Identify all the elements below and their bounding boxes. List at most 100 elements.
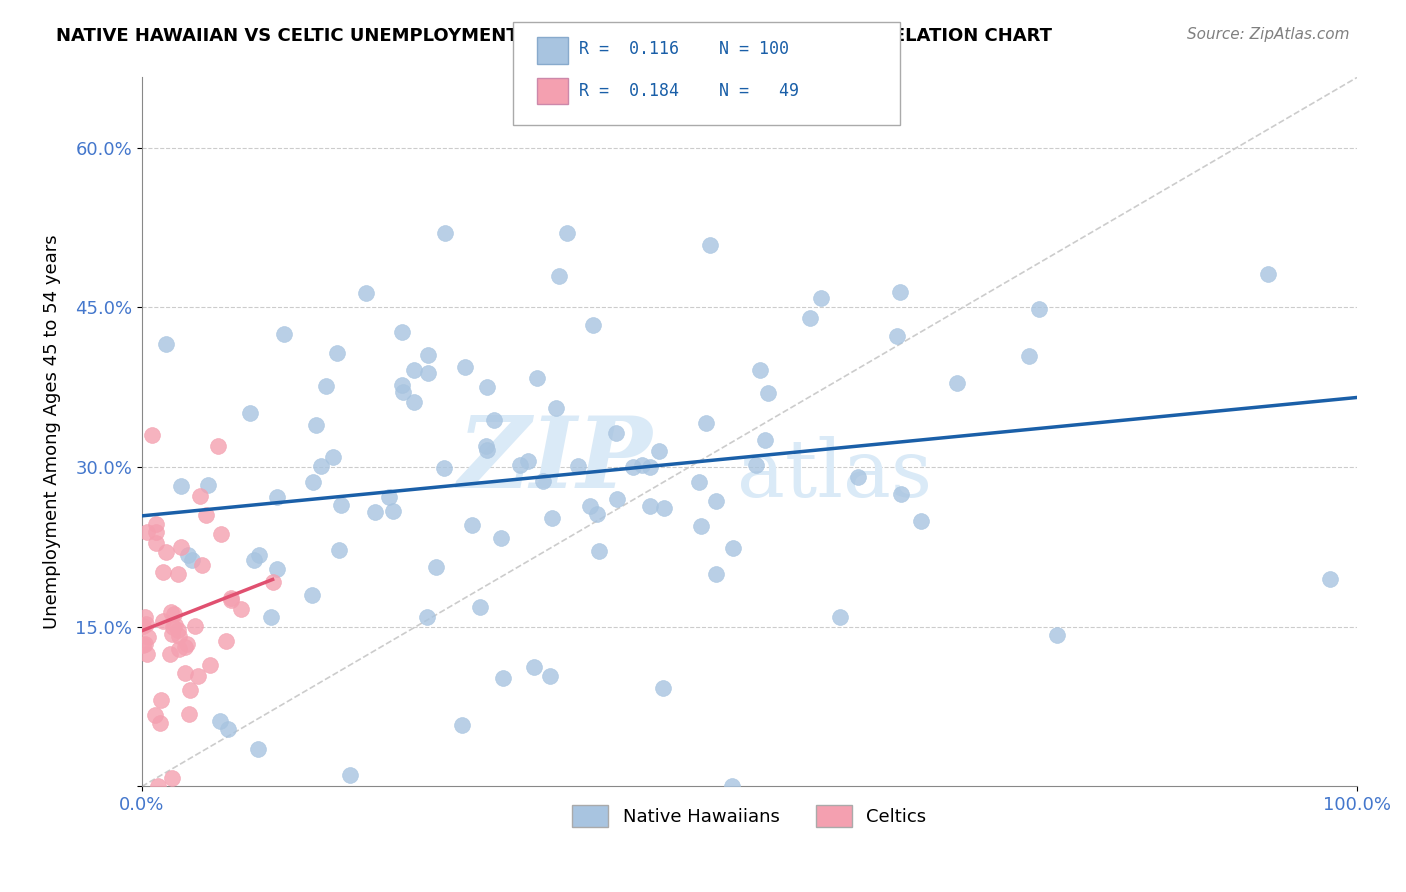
Point	[605, 492, 627, 507]
Point	[177, 548, 200, 562]
Point	[150, 693, 173, 707]
Point	[262, 575, 284, 590]
Point	[391, 378, 413, 392]
Point	[651, 681, 673, 695]
Point	[163, 618, 186, 632]
Point	[197, 478, 219, 492]
Point	[198, 658, 221, 673]
Point	[163, 607, 186, 622]
Point	[450, 717, 472, 731]
Point	[631, 458, 654, 472]
Point	[754, 433, 776, 447]
Point	[402, 395, 425, 409]
Text: atlas: atlas	[737, 435, 932, 514]
Point	[339, 767, 361, 781]
Point	[146, 780, 169, 794]
Point	[134, 636, 156, 650]
Text: NATIVE HAWAIIAN VS CELTIC UNEMPLOYMENT AMONG AGES 45 TO 54 YEARS CORRELATION CHA: NATIVE HAWAIIAN VS CELTIC UNEMPLOYMENT A…	[56, 27, 1052, 45]
Point	[910, 514, 932, 528]
Point	[174, 666, 197, 681]
Point	[890, 487, 912, 501]
Point	[886, 329, 908, 343]
Point	[1046, 628, 1069, 642]
Point	[548, 269, 571, 284]
Point	[491, 672, 513, 686]
Point	[354, 285, 377, 300]
Point	[176, 637, 198, 651]
Point	[482, 413, 505, 427]
Point	[758, 385, 780, 400]
Point	[555, 226, 578, 240]
Point	[145, 516, 167, 531]
Point	[207, 439, 229, 453]
Point	[187, 668, 209, 682]
Point	[648, 444, 671, 458]
Point	[567, 458, 589, 473]
Point	[325, 345, 347, 359]
Point	[377, 490, 399, 504]
Point	[695, 417, 717, 431]
Point	[1028, 301, 1050, 316]
Point	[304, 418, 326, 433]
Point	[211, 526, 233, 541]
Point	[810, 292, 832, 306]
Point	[889, 285, 911, 299]
Point	[1018, 350, 1040, 364]
Point	[588, 543, 610, 558]
Point	[162, 620, 184, 634]
Point	[180, 553, 202, 567]
Point	[404, 363, 426, 377]
Legend: Native Hawaiians, Celtics: Native Hawaiians, Celtics	[565, 797, 934, 834]
Point	[744, 458, 766, 473]
Point	[239, 406, 262, 420]
Point	[141, 428, 163, 442]
Text: ZIP: ZIP	[457, 412, 652, 508]
Point	[132, 619, 155, 633]
Point	[531, 474, 554, 488]
Point	[249, 548, 271, 562]
Point	[155, 337, 177, 351]
Point	[160, 627, 183, 641]
Point	[132, 638, 155, 652]
Point	[690, 519, 713, 533]
Point	[229, 602, 252, 616]
Point	[704, 566, 727, 581]
Point	[166, 624, 188, 638]
Point	[578, 499, 600, 513]
Point	[830, 609, 852, 624]
Point	[475, 438, 498, 452]
Point	[162, 772, 184, 786]
Point	[217, 722, 239, 736]
Point	[699, 238, 721, 252]
Point	[477, 442, 499, 457]
Point	[159, 606, 181, 620]
Point	[582, 318, 605, 332]
Y-axis label: Unemployment Among Ages 45 to 54 years: Unemployment Among Ages 45 to 54 years	[44, 235, 60, 629]
Point	[523, 660, 546, 674]
Point	[266, 490, 288, 504]
Point	[179, 683, 201, 698]
Point	[425, 559, 447, 574]
Point	[179, 707, 201, 722]
Point	[135, 524, 157, 539]
Point	[167, 566, 190, 581]
Point	[381, 504, 404, 518]
Point	[159, 647, 181, 661]
Point	[489, 531, 512, 545]
Text: R =  0.184    N =   49: R = 0.184 N = 49	[579, 82, 799, 100]
Point	[170, 540, 193, 554]
Point	[652, 500, 675, 515]
Point	[540, 510, 562, 524]
Point	[134, 609, 156, 624]
Point	[509, 458, 531, 473]
Point	[136, 630, 159, 644]
Point	[191, 558, 214, 573]
Point	[526, 371, 548, 385]
Point	[215, 634, 238, 648]
Point	[266, 562, 288, 576]
Point	[433, 226, 456, 240]
Point	[135, 647, 157, 661]
Point	[723, 541, 745, 556]
Point	[302, 475, 325, 489]
Point	[219, 591, 242, 606]
